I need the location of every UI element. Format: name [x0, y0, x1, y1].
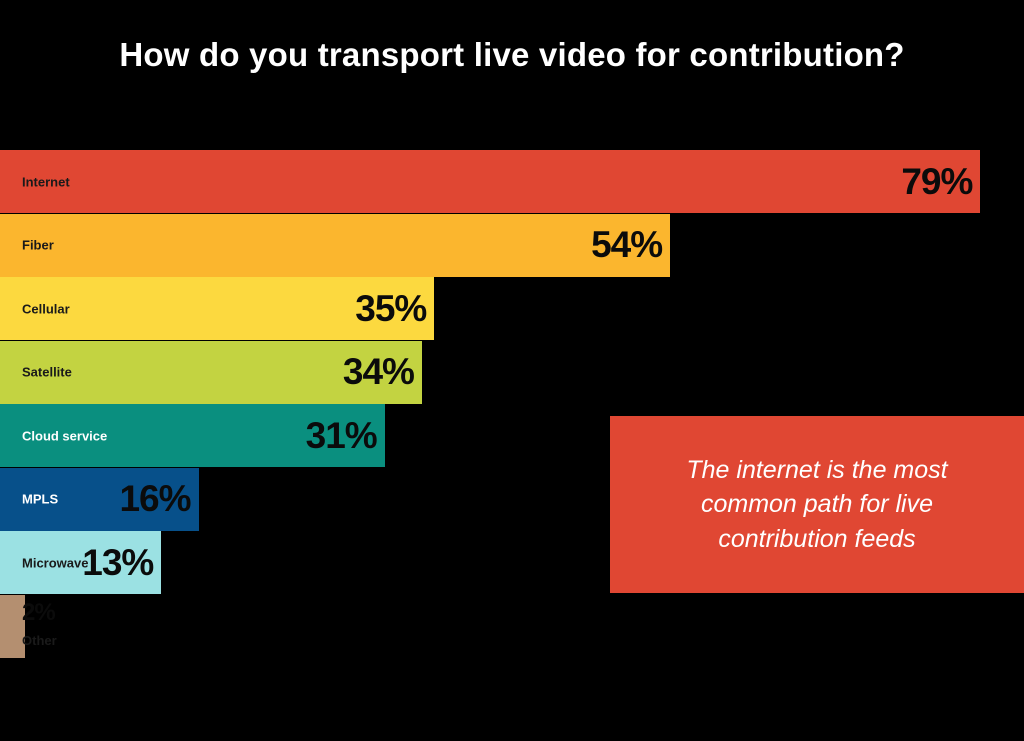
bar-value-label: 54%: [591, 224, 663, 265]
bar-fiber: Fiber 54%: [0, 213, 671, 277]
bar-value-label: 79%: [901, 160, 973, 202]
bar-category-label: Cellular: [22, 301, 70, 316]
bar-microwave: Microwave 13%: [0, 531, 162, 594]
bar-value-label: 34%: [342, 351, 415, 392]
bar-value-label: 35%: [355, 287, 427, 329]
bar-satellite: Satellite 34%: [0, 340, 422, 404]
bar-mpls: MPLS 16%: [0, 467, 199, 531]
callout-text: The internet is the most common path for…: [686, 455, 948, 553]
bar-value-label: 2%: [22, 598, 56, 626]
bar-category-label: MPLS: [22, 491, 59, 507]
bar-other: Other 2%: [0, 594, 57, 658]
bar-category-label: Internet: [22, 174, 70, 189]
bar-value-label: 13%: [82, 541, 154, 583]
bar-category-label: Other: [22, 632, 57, 648]
bar-category-label: Cloud service: [22, 428, 108, 443]
bar-category-label: Satellite: [22, 364, 72, 380]
bar-value-label: 31%: [305, 414, 378, 456]
bar-value-label: 16%: [119, 478, 191, 519]
bar-cellular: Cellular 35%: [0, 277, 435, 340]
bar-internet: Internet 79%: [0, 150, 981, 213]
bar-cloud-service: Cloud service 31%: [0, 404, 385, 467]
chart-title: How do you transport live video for cont…: [119, 36, 905, 73]
callout-box: The internet is the most common path for…: [610, 416, 1024, 593]
bar-category-label: Fiber: [22, 237, 54, 253]
bar-category-label: Microwave: [22, 555, 89, 570]
